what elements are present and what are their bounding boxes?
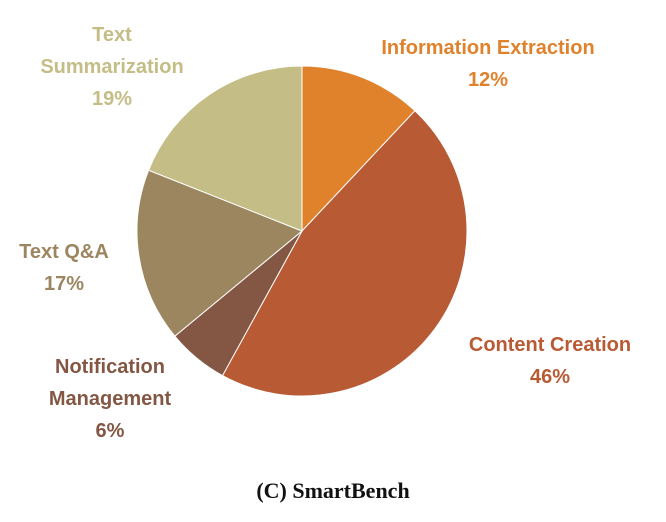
label-text-qa: Text Q&A 17% — [0, 236, 128, 300]
slice-name-line: Notification — [55, 356, 165, 378]
label-content-creation: Content Creation 46% — [440, 329, 660, 393]
slice-percent: 17% — [43, 273, 85, 295]
slice-percent: 19% — [91, 88, 133, 110]
pie-slice-text-q-a — [136, 169, 303, 337]
figure-caption: (C) SmartBench — [256, 478, 410, 503]
slice-name-line: Content Creation — [468, 334, 632, 356]
label-notification-management: Notification Management 6% — [18, 351, 202, 447]
slice-name-line: Summarization — [40, 56, 184, 78]
slice-percent: 12% — [467, 69, 509, 91]
label-information-extraction: Information Extraction 12% — [352, 32, 624, 96]
slice-name-line: Text — [92, 24, 132, 46]
pie-slice-text-summarization — [147, 65, 303, 232]
pie-slice-content-creation — [221, 110, 468, 397]
slice-name-line: Text Q&A — [19, 241, 109, 263]
slice-name-line: Information Extraction — [381, 37, 595, 59]
pie-slice-information-extraction — [301, 65, 416, 233]
pie-chart — [136, 65, 468, 397]
slice-percent: 6% — [95, 420, 125, 442]
slice-name-line: Management — [48, 388, 172, 410]
slice-percent: 46% — [529, 366, 571, 388]
label-text-summarization: Text Summarization 19% — [16, 19, 208, 115]
